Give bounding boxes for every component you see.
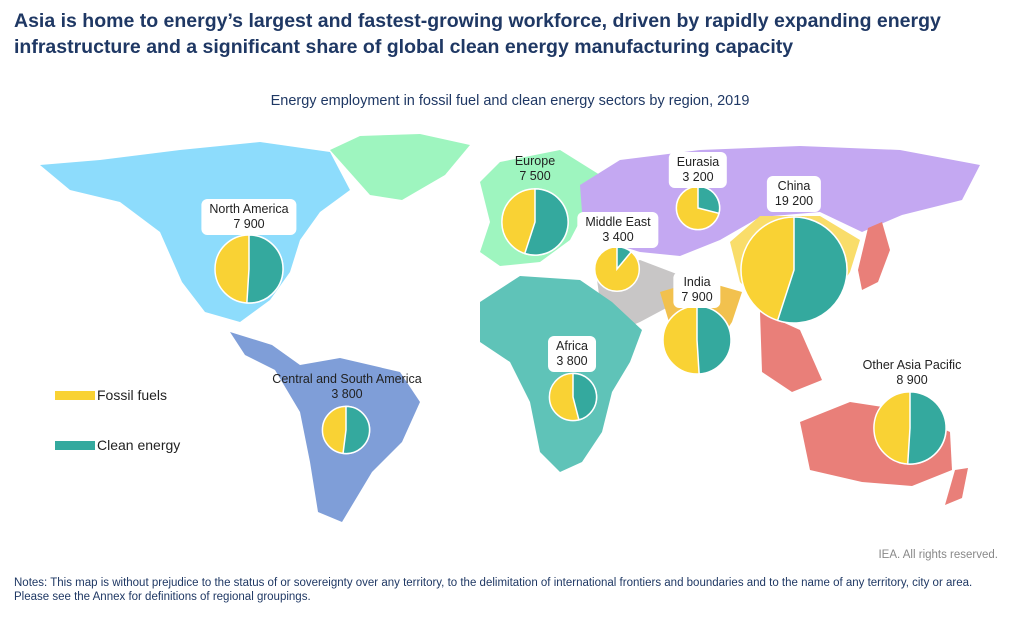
label-central-south-america: Central and South America 3 800: [272, 372, 422, 401]
region-southeast-asia: [760, 312, 822, 392]
legend-clean-energy: Clean energy: [55, 437, 180, 453]
label-africa: Africa 3 800: [548, 336, 596, 372]
region-north-america: [40, 142, 350, 322]
pie-eurasia: [675, 185, 721, 231]
chart-subtitle: Energy employment in fossil fuel and cle…: [270, 93, 750, 109]
region-japan: [858, 222, 890, 290]
label-europe: Europe 7 500: [514, 154, 556, 183]
label-other-asia-pacific: Other Asia Pacific 8 900: [862, 358, 962, 387]
legend-label: Clean energy: [97, 437, 181, 453]
pie-slice-clean: [776, 216, 848, 324]
page-title: Asia is home to energy’s largest and fas…: [14, 10, 941, 58]
pie-slice-clean: [906, 391, 947, 465]
pie-china: [740, 216, 848, 324]
pie-other-asia-pacific: [873, 391, 947, 465]
region-new-zealand: [945, 468, 968, 505]
pie-middle-east: [593, 245, 641, 293]
legend-swatch-fossil: [55, 390, 95, 400]
pie-africa: [548, 372, 598, 422]
pie-north-america: [214, 234, 284, 304]
pie-slice-clean: [523, 188, 569, 256]
pie-slice-clean: [246, 234, 284, 304]
legend-label: Fossil fuels: [97, 387, 168, 403]
pie-central-and-south-america: [321, 405, 371, 455]
label-middle-east: Middle East 3 400: [577, 212, 659, 248]
pie-india: [662, 305, 732, 375]
region-africa: [480, 276, 642, 472]
pie-slice-clean: [572, 372, 598, 421]
pie-europe: [501, 188, 569, 256]
notes: Notes: This map is without prejudice to …: [14, 577, 973, 603]
legend-fossil-fuels: Fossil fuels: [55, 387, 167, 403]
label-eurasia: Eurasia 3 200: [668, 152, 728, 188]
copyright: IEA. All rights reserved.: [878, 549, 998, 561]
pie-slice-clean: [342, 405, 371, 455]
legend-swatch-clean: [55, 440, 95, 450]
label-china: China 19 200: [766, 176, 822, 212]
region-greenland: [330, 134, 470, 200]
label-north-america: North America 7 900: [201, 199, 297, 235]
label-india: India 7 900: [673, 272, 721, 308]
